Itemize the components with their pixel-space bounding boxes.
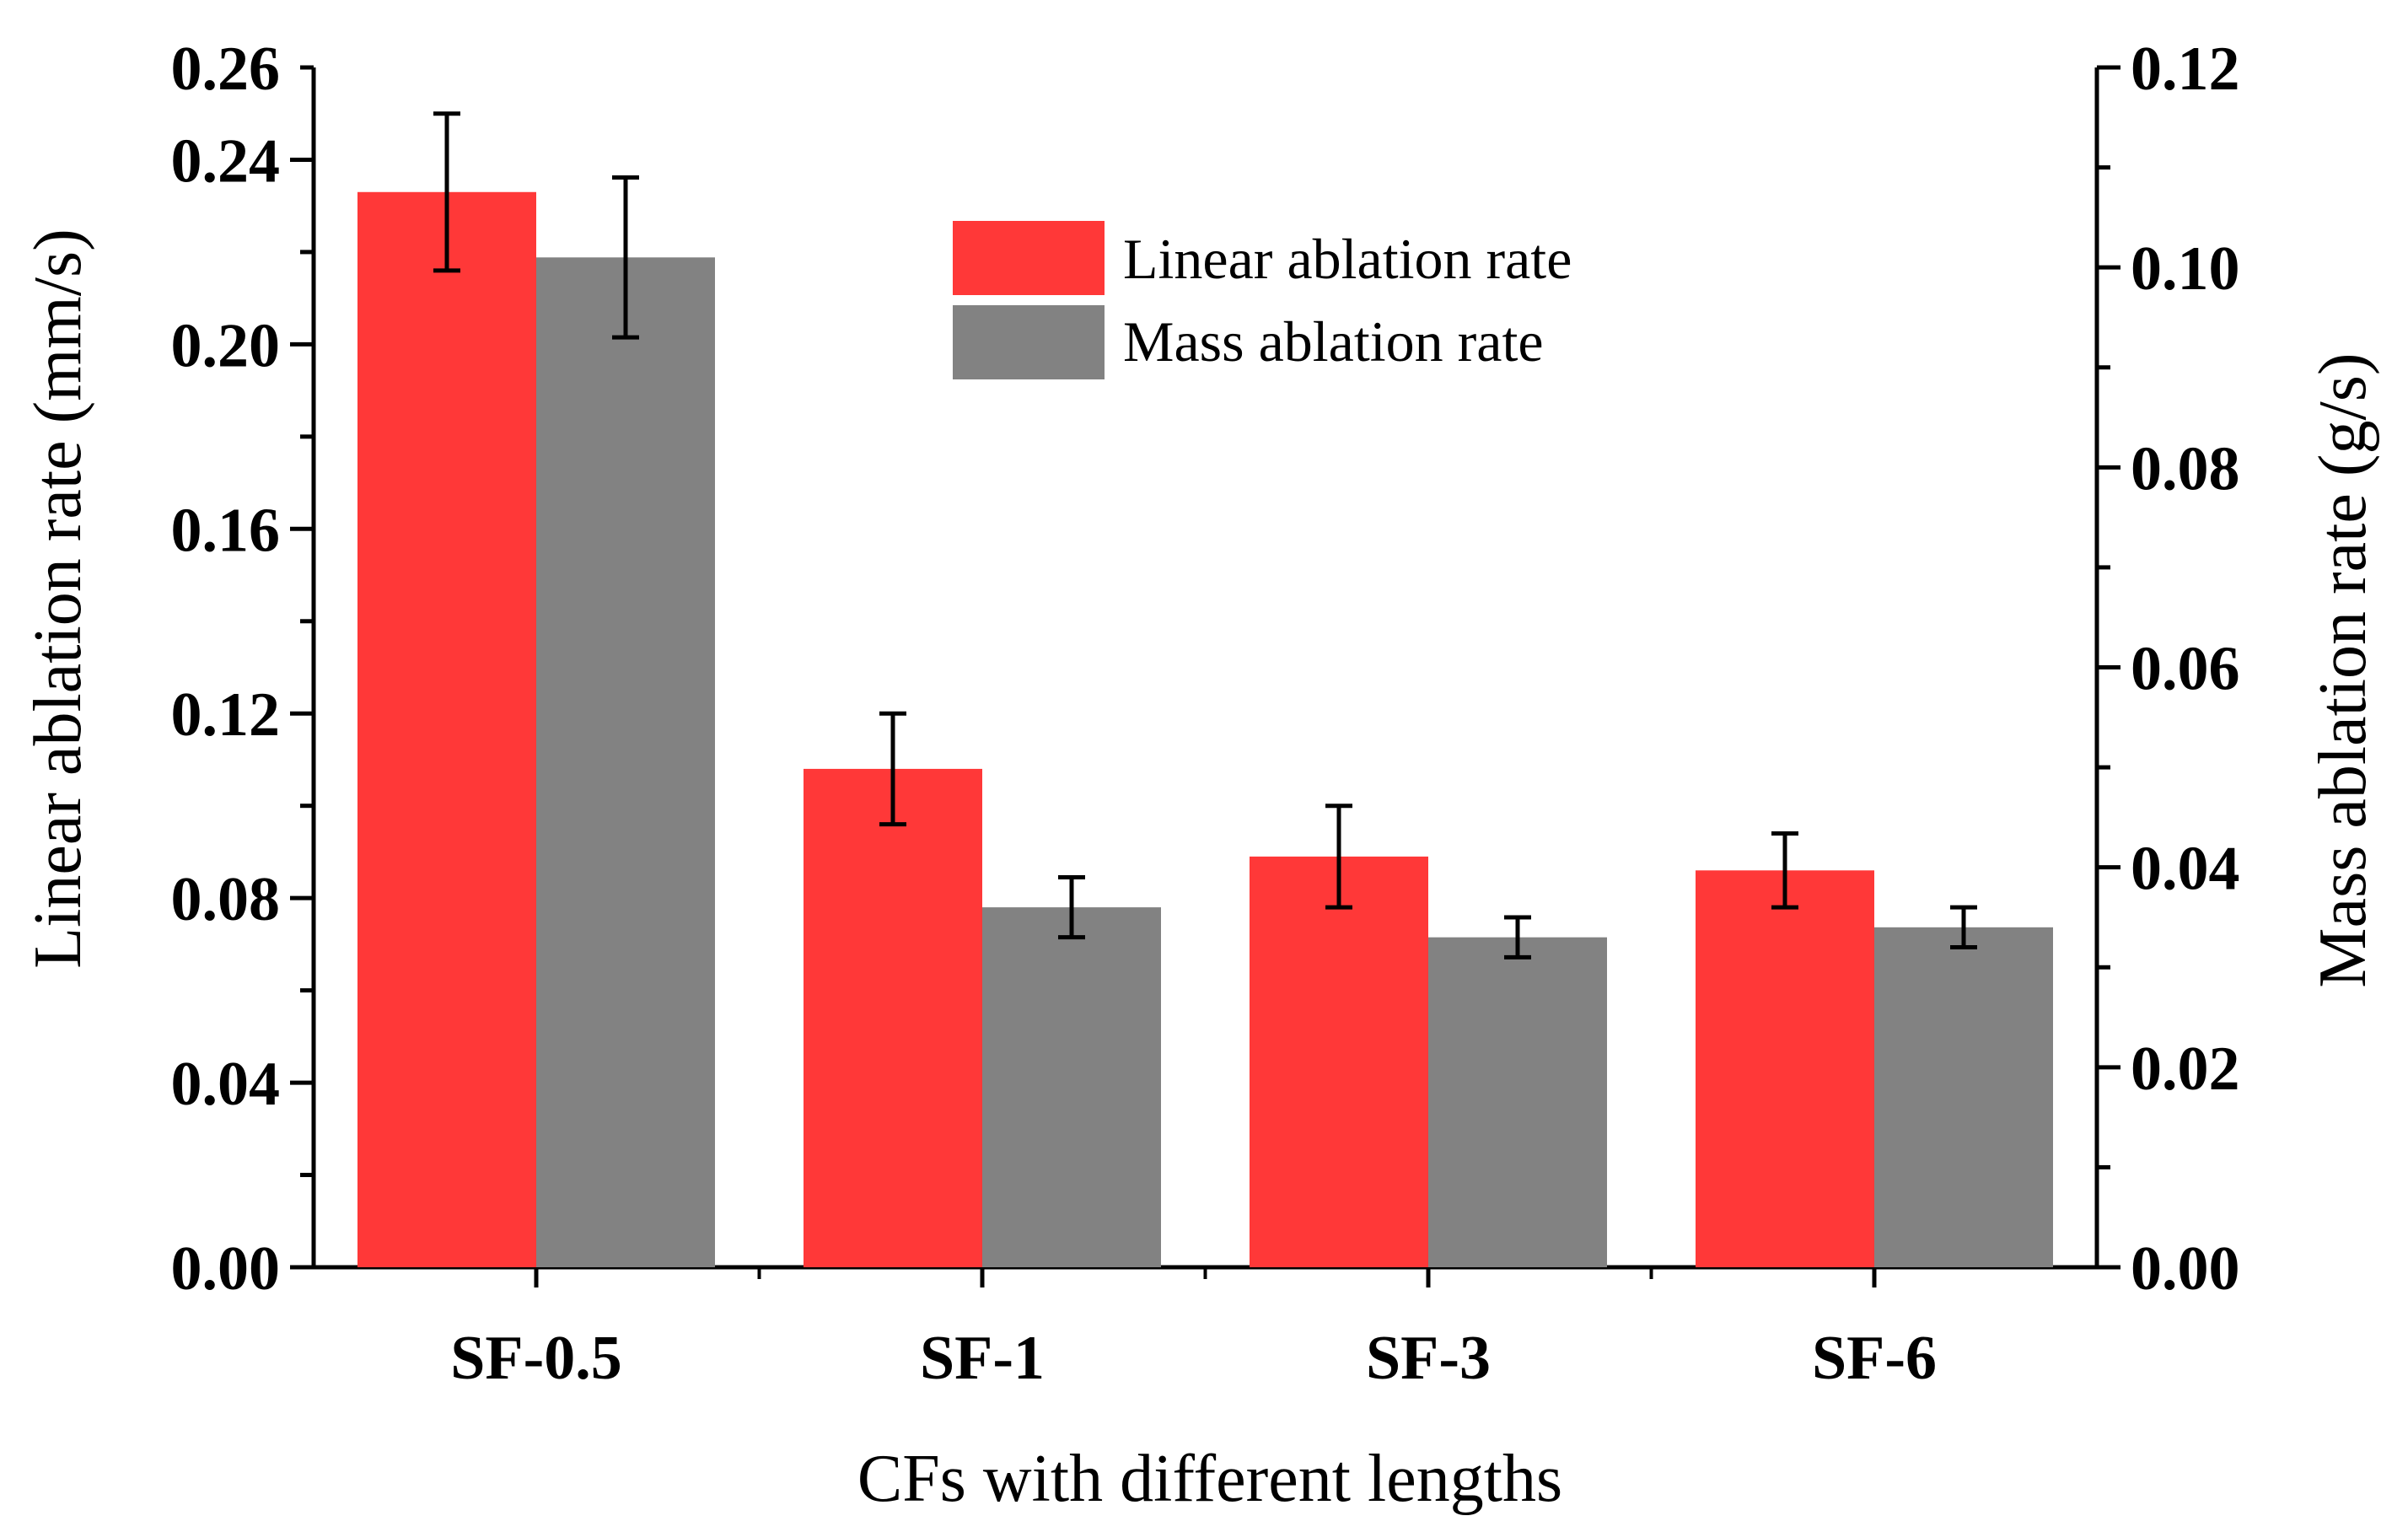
bar-linear-SF-0.5 (357, 191, 536, 1267)
y-left-tick-label: 0.26 (171, 35, 281, 104)
x-tick-label-SF-6: SF-6 (1812, 1324, 1937, 1393)
y-left-tick-label: 0.00 (171, 1234, 281, 1304)
y-right-tick-label: 0.12 (2131, 35, 2240, 104)
legend-swatch-linear (953, 221, 1105, 295)
y-right-tick-label: 0.08 (2131, 434, 2240, 503)
y-right-tick-label: 0.02 (2131, 1035, 2240, 1104)
y-right-tick-label: 0.06 (2131, 635, 2240, 704)
y-axis-right-title: Mass ablation rate (g/s) (2306, 352, 2380, 987)
error-bars (433, 111, 1977, 960)
y-left-tick-label: 0.08 (171, 865, 281, 934)
y-axis-left-title: Linear ablation rate (mm/s) (21, 228, 95, 968)
bar-mass-SF-1 (982, 907, 1161, 1267)
y-right-tick-label: 0.04 (2131, 835, 2240, 904)
bar-mass-SF-6 (1874, 927, 2053, 1267)
legend-label-mass: Mass ablation rate (1123, 309, 1544, 374)
y-right-tick-label: 0.10 (2131, 234, 2240, 304)
x-axis-title: CFs with different lengths (857, 1442, 1562, 1516)
bar-mass-SF-3 (1428, 937, 1607, 1267)
x-tick-label-SF-0.5: SF-0.5 (450, 1324, 622, 1393)
legend-label-linear: Linear ablation rate (1123, 227, 1572, 291)
y-right-tick-label: 0.00 (2131, 1234, 2240, 1304)
y-left-tick-label: 0.20 (171, 311, 281, 380)
x-tick-label-SF-1: SF-1 (920, 1324, 1045, 1393)
x-tick-label-SF-3: SF-3 (1366, 1324, 1491, 1393)
y-left-tick-label: 0.16 (171, 496, 281, 565)
bar-linear-SF-3 (1250, 856, 1428, 1267)
bar-linear-SF-1 (804, 768, 982, 1267)
bars (357, 191, 2053, 1267)
legend: Linear ablation rate Mass ablation rate (953, 221, 1572, 379)
bar-mass-SF-0.5 (536, 257, 715, 1267)
y-left-tick-label: 0.04 (171, 1050, 281, 1119)
y-left-tick-label: 0.12 (171, 680, 281, 750)
bar-linear-SF-6 (1696, 870, 1874, 1267)
legend-swatch-mass (953, 305, 1105, 379)
y-left-tick-label: 0.24 (171, 126, 281, 196)
ticks: SF-0.5 SF-1 SF-3 SF-6 0.00 0.04 0.08 0.12 0.16 0.… (171, 35, 2240, 1393)
